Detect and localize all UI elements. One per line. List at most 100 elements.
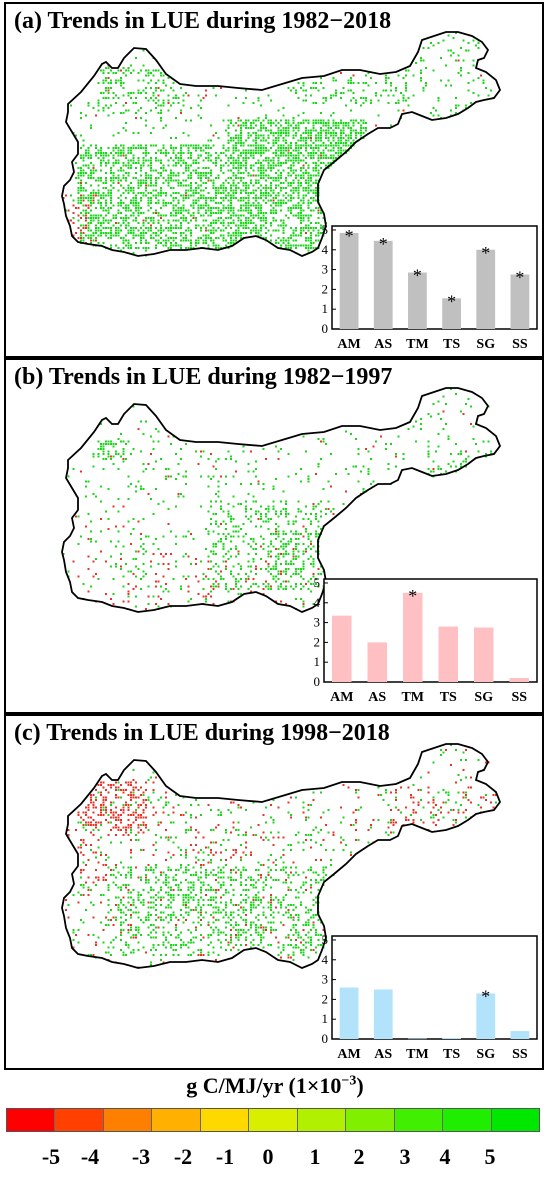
y-tick-label: 3 bbox=[322, 262, 329, 277]
map-positive-trend-pixels bbox=[62, 388, 495, 610]
bar-as bbox=[367, 642, 388, 682]
panel-title-b: (b) Trends in LUE during 1982−1997 bbox=[14, 364, 393, 390]
colorbar-tick-label: -3 bbox=[131, 1144, 151, 1169]
bar-ss bbox=[509, 678, 530, 682]
y-tick-label: 0 bbox=[322, 321, 329, 336]
colorbar-tick-label: -1 bbox=[215, 1144, 235, 1169]
x-category-label: SG bbox=[474, 690, 493, 705]
colorbar-title-close: ) bbox=[356, 1073, 364, 1098]
colorbar-tick-label: -5 bbox=[41, 1144, 61, 1169]
colorbar-cell bbox=[200, 1109, 250, 1131]
x-category-label: AS bbox=[374, 1047, 392, 1062]
colorbar-cell bbox=[491, 1109, 539, 1131]
x-category-label: AS bbox=[368, 690, 386, 705]
significance-marker: * bbox=[408, 586, 417, 606]
y-tick-label: 4 bbox=[322, 242, 329, 257]
x-category-label: TM bbox=[401, 690, 424, 705]
bar-ts bbox=[442, 1038, 461, 1039]
significance-marker: * bbox=[515, 268, 524, 288]
y-tick-label: 1 bbox=[314, 654, 321, 669]
x-category-label: TM bbox=[406, 337, 429, 352]
y-tick-label: 2 bbox=[322, 281, 329, 296]
x-category-label: AM bbox=[337, 337, 360, 352]
y-tick-label: 3 bbox=[314, 615, 321, 630]
colorbar-tick-label: 0 bbox=[262, 1144, 274, 1169]
colorbar-title-main: g C/MJ/yr (1×10 bbox=[186, 1073, 342, 1098]
colorbar-cell bbox=[7, 1109, 56, 1131]
panel-a: (a) Trends in LUE during 1982−2018 0 1 2 3 4… bbox=[4, 2, 544, 358]
x-category-label: AM bbox=[337, 1047, 360, 1062]
x-category-label: AS bbox=[374, 337, 392, 352]
x-category-label: SG bbox=[476, 337, 495, 352]
bar-am bbox=[331, 615, 352, 682]
y-tick-label: 5 bbox=[322, 225, 329, 237]
x-category-label: SS bbox=[512, 1047, 528, 1062]
y-tick-label: 4 bbox=[322, 952, 329, 967]
colorbar-cell bbox=[55, 1109, 104, 1131]
significance-marker: * bbox=[481, 986, 490, 1006]
colorbar-cell bbox=[394, 1109, 444, 1131]
bar-sg bbox=[473, 627, 494, 682]
significance-marker: * bbox=[481, 243, 490, 263]
colorbar-tick-label: 4 bbox=[439, 1144, 451, 1169]
inset-frame bbox=[331, 935, 538, 1040]
bar-tm bbox=[408, 272, 427, 329]
y-tick-label: 2 bbox=[314, 634, 321, 649]
bar-inset-a: 0 1 2 3 4 5 * AM * AS * TM * TS * SG * SS bbox=[322, 225, 538, 352]
colorbar-cell bbox=[297, 1109, 347, 1131]
panel-title-c: (c) Trends in LUE during 1998−2018 bbox=[14, 720, 390, 746]
significance-marker: * bbox=[345, 226, 354, 246]
y-tick-label: 5 bbox=[322, 935, 329, 947]
panel-c: (c) Trends in LUE during 1998−2018 0 1 2 3 4… bbox=[4, 714, 544, 1070]
significance-marker: * bbox=[447, 291, 456, 311]
bar-as bbox=[373, 240, 393, 329]
trend-map-a bbox=[61, 31, 502, 257]
bar-sg bbox=[476, 249, 496, 329]
bar-am bbox=[339, 232, 359, 329]
bar-am bbox=[339, 987, 359, 1039]
significance-marker: * bbox=[379, 234, 388, 254]
colorbar-cell bbox=[249, 1109, 298, 1131]
bar-sg bbox=[476, 993, 496, 1039]
colorbar-cell bbox=[152, 1109, 201, 1131]
y-tick-label: 3 bbox=[322, 972, 329, 987]
y-tick-label: 5 bbox=[314, 578, 321, 590]
x-category-label: TS bbox=[443, 337, 460, 352]
map-positive-trend-pixels bbox=[65, 32, 492, 257]
bar-inset-b: 0 1 2 3 4 5 AM AS * TM TS SG SS bbox=[314, 578, 538, 705]
bar-tm bbox=[402, 592, 423, 682]
inset-frame bbox=[323, 578, 538, 683]
x-category-label: AM bbox=[330, 690, 353, 705]
colorbar-cell bbox=[346, 1109, 395, 1131]
trend-map-b bbox=[61, 387, 502, 613]
bar-as bbox=[373, 989, 393, 1039]
colorbar-tick-label: 2 bbox=[353, 1144, 365, 1169]
bar-inset-c: 0 1 2 3 4 5 AM AS TM TS * SG SS bbox=[322, 935, 538, 1062]
colorbar bbox=[6, 1108, 540, 1132]
bar-ts bbox=[442, 298, 461, 329]
y-tick-label: 1 bbox=[322, 301, 329, 316]
x-category-label: SS bbox=[512, 337, 528, 352]
panel-title-a: (a) Trends in LUE during 1982−2018 bbox=[14, 8, 392, 34]
panel-b: (b) Trends in LUE during 1982−1997 0 1 2 3 4… bbox=[4, 358, 544, 714]
colorbar-title-exponent: −3 bbox=[341, 1073, 357, 1089]
map-negative-trend-pixels bbox=[62, 59, 495, 247]
trend-map-c bbox=[61, 743, 502, 969]
y-tick-label: 1 bbox=[322, 1011, 329, 1026]
colorbar-tick-label: 3 bbox=[399, 1144, 411, 1169]
bar-ts bbox=[438, 626, 459, 682]
bar-ss bbox=[510, 274, 530, 329]
inset-frame bbox=[331, 225, 538, 330]
bar-tm bbox=[408, 1038, 427, 1040]
colorbar-cell bbox=[103, 1109, 153, 1131]
colorbar-tick-label: 1 bbox=[309, 1144, 321, 1169]
y-tick-label: 0 bbox=[314, 674, 321, 689]
x-category-label: TM bbox=[406, 1047, 429, 1062]
x-category-label: SS bbox=[511, 690, 527, 705]
bar-ss bbox=[510, 1031, 530, 1039]
colorbar-tick-label: -4 bbox=[80, 1144, 100, 1169]
x-category-label: TS bbox=[440, 690, 457, 705]
colorbar-tick-label: 5 bbox=[484, 1144, 496, 1169]
y-tick-label: 4 bbox=[314, 595, 321, 610]
colorbar-tick-label: -2 bbox=[173, 1144, 193, 1169]
